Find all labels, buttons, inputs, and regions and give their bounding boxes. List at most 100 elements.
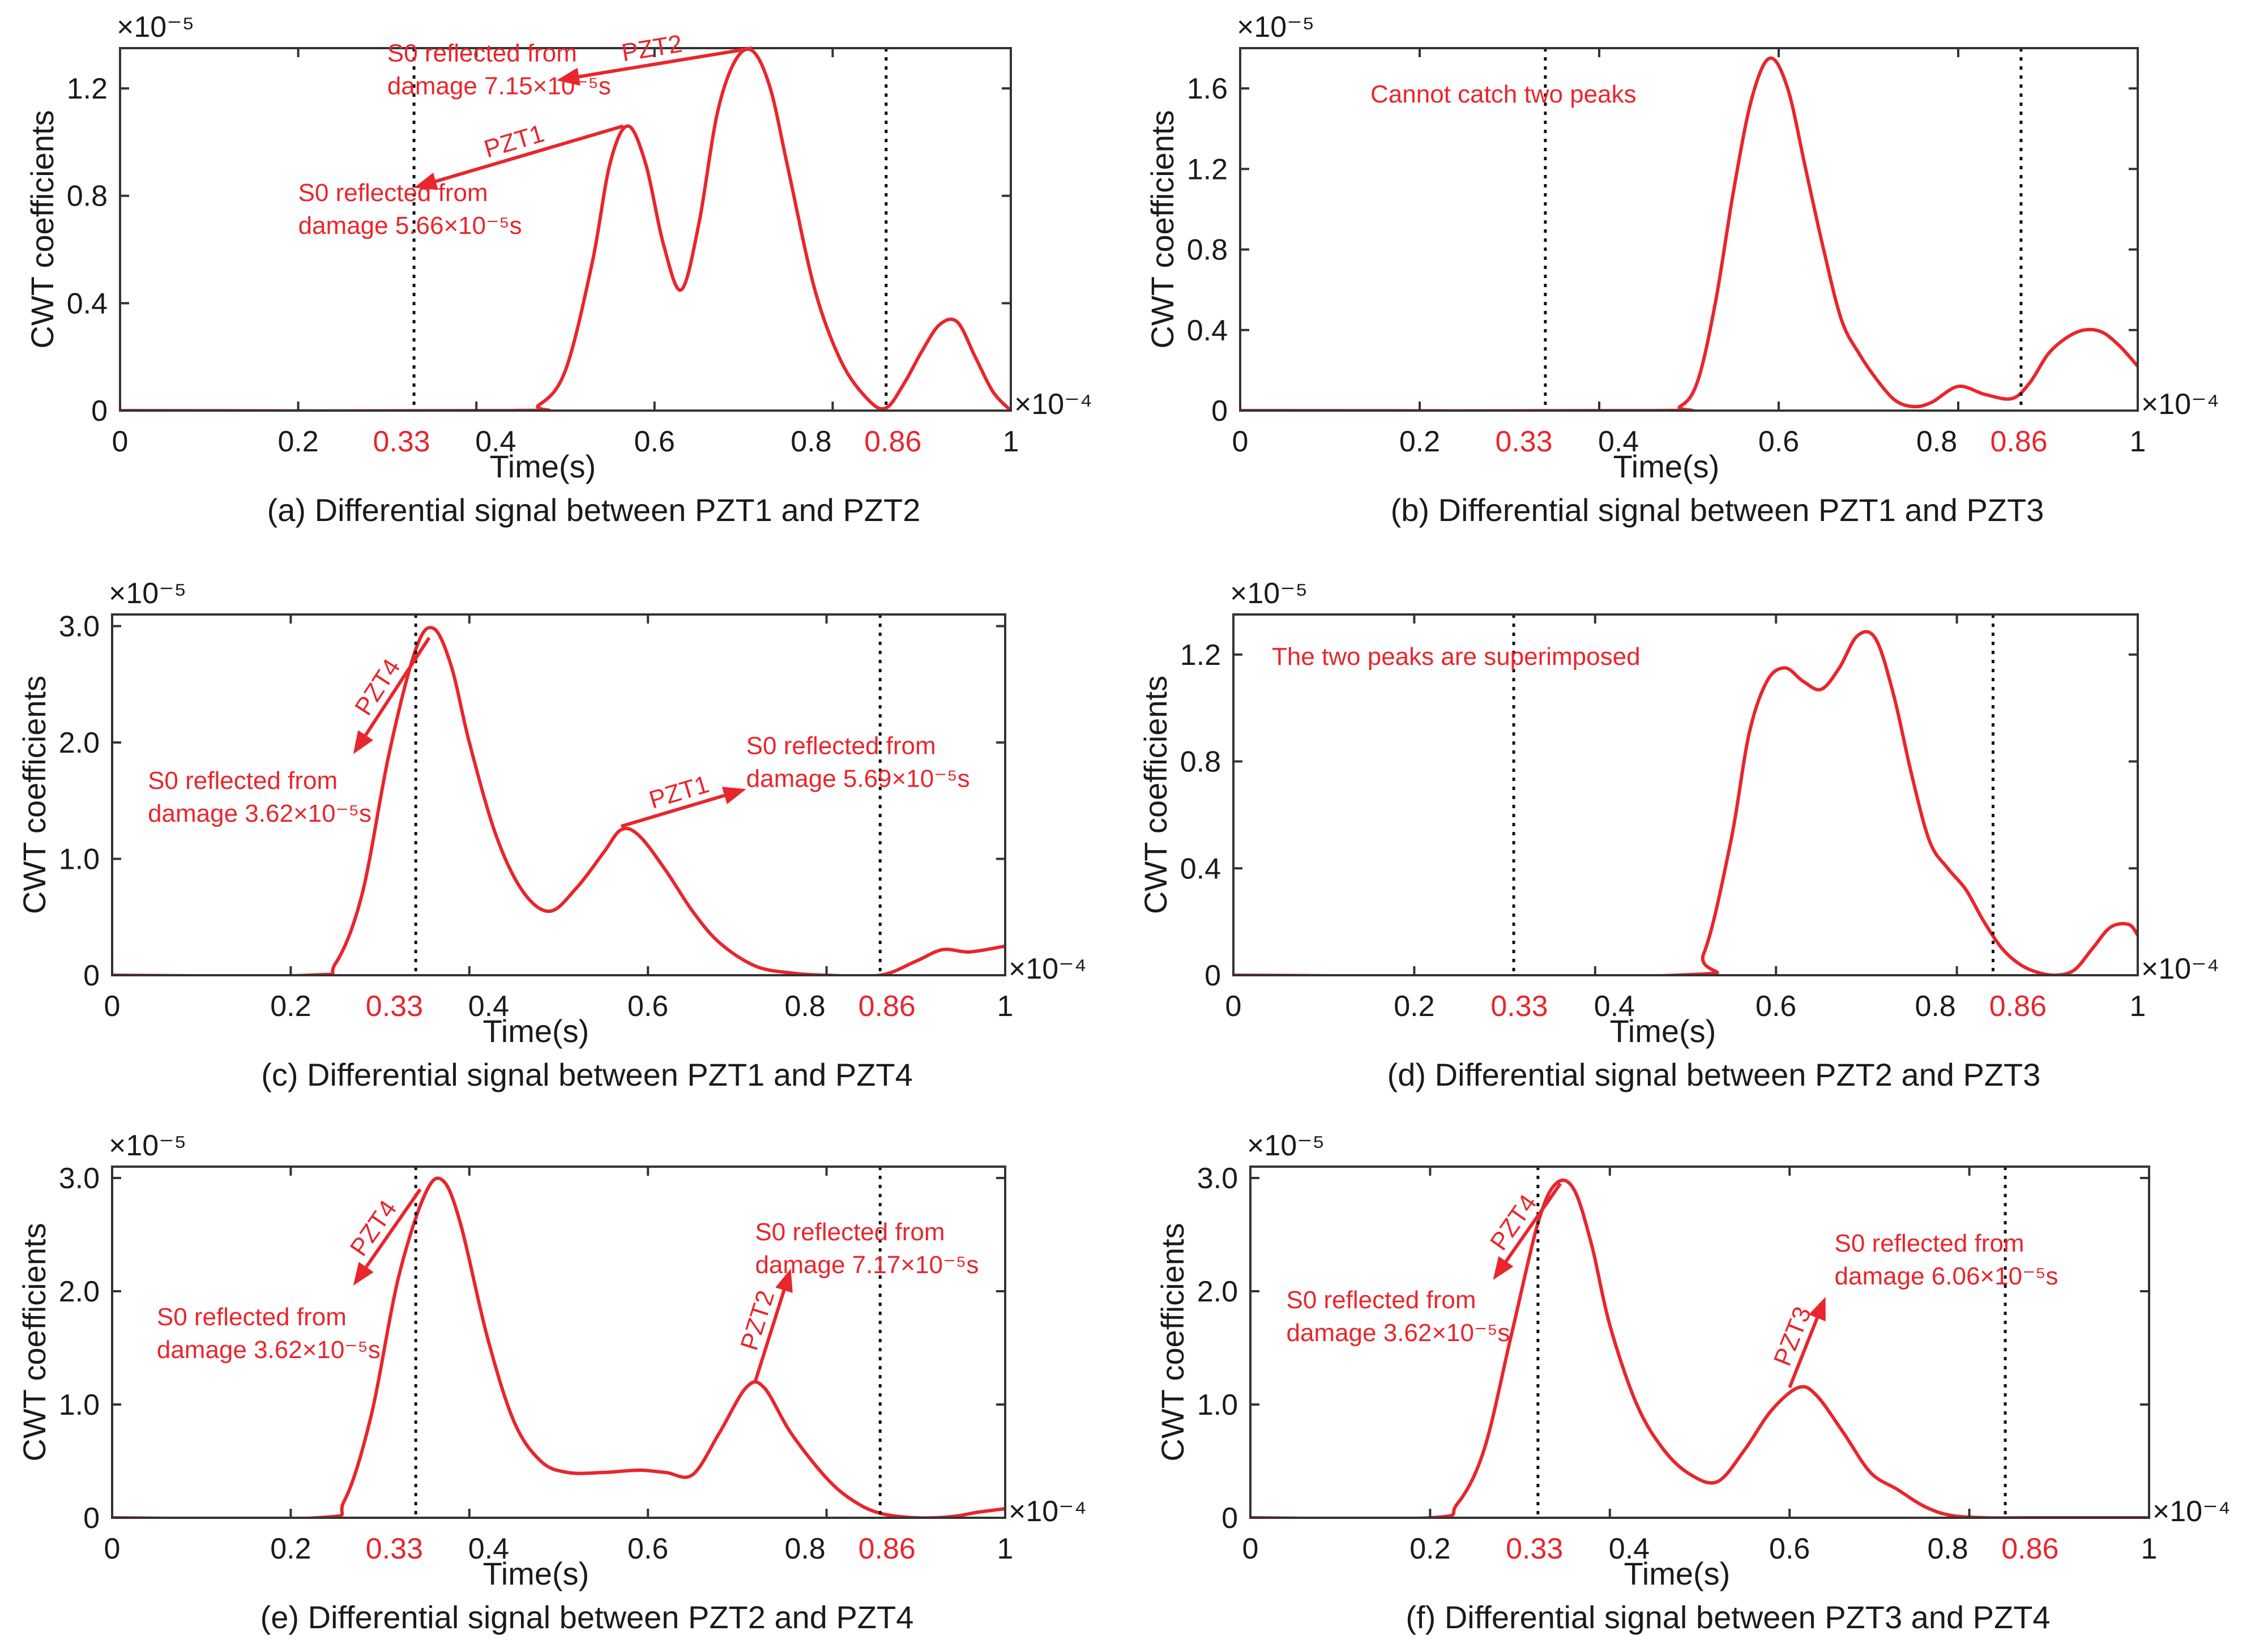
annotation-arrowhead: [1809, 1297, 1826, 1322]
panel-d: 0 0.2 0.4 0.6 0.8 1 0.33 0.86 0 0.4 0.8 1.2 Time(s) C…: [1138, 577, 2219, 1092]
x-tick-label: 0.4: [1609, 1533, 1650, 1565]
annotation-arrow: [753, 1290, 786, 1382]
x-exponent-label: ×10⁻⁴: [1009, 953, 1087, 985]
y-exponent-label: ×10⁻⁵: [1230, 577, 1308, 610]
x-exponent-label: ×10⁻⁴: [1009, 1495, 1087, 1528]
x-tick-label: 0.4: [1594, 990, 1635, 1023]
y-exponent-label: ×10⁻⁵: [109, 577, 186, 610]
x-tick-label: 0.2: [270, 990, 311, 1023]
plot-frame: [1232, 613, 2139, 976]
x-tick-label: 0: [112, 425, 129, 458]
annotation-arrowhead: [414, 172, 438, 190]
y-axis-label: CWT coefficients: [16, 1223, 52, 1461]
annotation-arrow: [578, 46, 753, 79]
annotation-arrow: [365, 1188, 422, 1268]
annotation-text: S0 reflected from: [387, 40, 577, 67]
x-tick-label: 1: [997, 990, 1014, 1023]
annotation-arrow: [1504, 1183, 1562, 1262]
x-tick-label: 0.6: [1755, 990, 1796, 1023]
x-tick-label: 0.6: [627, 990, 668, 1023]
panel-note: Cannot catch two peaks: [1370, 80, 1637, 108]
x-tick-label: 0.8: [1915, 990, 1955, 1023]
red-x-tick-label: 0.33: [366, 1533, 423, 1565]
x-tick-label: 0.2: [270, 1533, 311, 1565]
x-tick-label: 0.6: [627, 1533, 668, 1565]
y-tick-label: 0: [83, 1502, 100, 1535]
x-tick-label: 0.4: [468, 990, 509, 1023]
x-tick-label: 0.6: [1769, 1533, 1810, 1565]
annotation-arrow: [621, 793, 725, 828]
x-axis-label: Time(s): [490, 449, 596, 484]
x-tick-label: 1: [997, 1533, 1014, 1565]
annotation-text: S0 reflected from: [746, 732, 936, 760]
x-tick-label: 0.4: [1598, 425, 1639, 458]
y-tick-label: 1.6: [1187, 72, 1228, 105]
y-tick-label: 0: [1204, 959, 1221, 992]
x-tick-label: 0.2: [277, 425, 318, 458]
annotation-text: damage 7.17×10⁻⁵s: [755, 1251, 979, 1279]
x-tick-label: 0: [104, 1533, 121, 1565]
y-tick-label: 3.0: [59, 611, 100, 643]
annotation-text: S0 reflected from: [298, 179, 488, 207]
annotation-text: damage 3.62×10⁻⁵s: [157, 1336, 381, 1364]
red-x-tick-label: 0.86: [858, 1533, 916, 1565]
x-tick-label: 0.8: [1916, 425, 1957, 458]
y-tick-label: 0: [1211, 395, 1228, 428]
x-axis-label: Time(s): [1613, 449, 1720, 484]
red-x-tick-label: 0.33: [366, 990, 423, 1023]
x-tick-label: 0.2: [1409, 1533, 1450, 1565]
y-exponent-label: ×10⁻⁵: [109, 1129, 186, 1162]
y-tick-label: 2.0: [1197, 1275, 1238, 1308]
annotation-arrowhead: [353, 1262, 374, 1286]
x-tick-label: 0.8: [784, 990, 825, 1023]
annotation-text: damage 6.06×10⁻⁵s: [1835, 1262, 2058, 1290]
x-tick-label: 0.8: [791, 425, 831, 458]
y-tick-label: 0.8: [67, 180, 108, 213]
x-tick-label: 0.8: [1927, 1533, 1968, 1565]
panel-f: 0 0.2 0.4 0.6 0.8 1 0.33 0.86 0 1.0 2.0 3.0 Time(s) C…: [1155, 1129, 2231, 1635]
annotation-arrow: [435, 124, 624, 183]
y-tick-label: 1.0: [1197, 1389, 1238, 1422]
y-tick-label: 1.2: [1180, 639, 1221, 672]
red-x-tick-label: 0.33: [1495, 425, 1552, 458]
y-tick-label: 0.4: [67, 287, 108, 320]
panel-caption: (d) Differential signal between PZT2 and…: [1387, 1057, 2041, 1092]
red-x-tick-label: 0.33: [373, 425, 430, 458]
panel-caption: (c) Differential signal between PZT1 and…: [261, 1057, 913, 1092]
x-axis-label: Time(s): [1610, 1013, 1716, 1049]
x-tick-label: 0.2: [1394, 990, 1434, 1023]
y-tick-label: 1.2: [1187, 153, 1228, 186]
annotation-text: damage 7.15×10⁻⁵s: [387, 72, 611, 100]
x-tick-label: 1: [2130, 990, 2146, 1023]
y-exponent-label: ×10⁻⁵: [117, 11, 194, 44]
annotation-text: S0 reflected from: [1286, 1286, 1476, 1314]
series-line: [120, 48, 1011, 411]
series-line: [1250, 1178, 2149, 1518]
y-tick-label: 0: [91, 395, 108, 428]
red-x-tick-label: 0.86: [1989, 990, 2047, 1023]
panel-e: 0 0.2 0.4 0.6 0.8 1 0.33 0.86 0 1.0 2.0 3.0 Time(s) C…: [16, 1129, 1087, 1635]
annotation-arrowhead: [353, 730, 374, 754]
panel-caption: (b) Differential signal between PZT1 and…: [1391, 492, 2044, 528]
y-tick-label: 3.0: [59, 1162, 100, 1195]
panel-caption: (e) Differential signal between PZT2 and…: [260, 1599, 914, 1635]
annotation-text: S0 reflected from: [148, 767, 338, 795]
red-x-tick-label: 0.86: [864, 425, 921, 458]
x-tick-label: 0.6: [1758, 425, 1799, 458]
x-tick-label: 0.4: [475, 425, 516, 458]
panel-caption: (f) Differential signal between PZT3 and…: [1406, 1599, 2050, 1635]
panel-b: 0 0.2 0.4 0.6 0.8 1 0.33 0.86 0 0.4 0.8 1.2 1.6 Time(…: [1144, 11, 2219, 528]
y-tick-label: 1.0: [59, 843, 100, 876]
x-axis-label: Time(s): [483, 1013, 590, 1049]
annotation-arrowhead: [556, 67, 580, 86]
x-exponent-label: ×10⁻⁴: [1014, 388, 1092, 421]
panel-c: 0 0.2 0.4 0.6 0.8 1 0.33 0.86 0 1.0 2.0 3.0 Time(s) C…: [16, 577, 1087, 1092]
x-exponent-label: ×10⁻⁴: [2141, 388, 2219, 421]
plot-frame: [111, 613, 1006, 976]
y-tick-label: 0.4: [1180, 852, 1221, 885]
y-tick-label: 0: [1221, 1502, 1238, 1535]
y-axis-label: CWT coefficients: [24, 110, 60, 348]
series-line: [1233, 630, 2138, 975]
x-tick-label: 0: [1225, 990, 1242, 1023]
